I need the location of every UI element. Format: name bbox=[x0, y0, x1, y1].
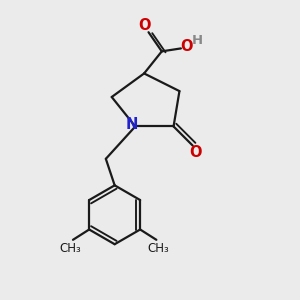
Text: O: O bbox=[189, 145, 202, 160]
Text: CH₃: CH₃ bbox=[148, 242, 170, 254]
Text: CH₃: CH₃ bbox=[59, 242, 81, 254]
Text: H: H bbox=[191, 34, 203, 47]
Text: O: O bbox=[181, 39, 193, 54]
Text: O: O bbox=[139, 18, 151, 33]
Text: N: N bbox=[126, 117, 138, 132]
